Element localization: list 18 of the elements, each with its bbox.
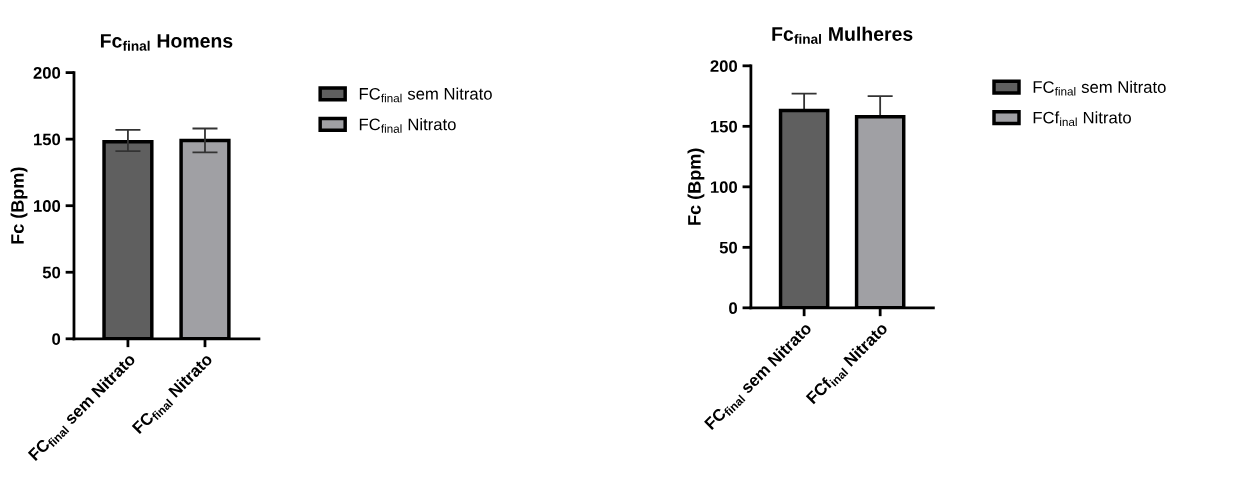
y-tick-label: 200 bbox=[33, 67, 61, 79]
y-tick-label: 150 bbox=[710, 120, 738, 133]
y-tick-label: 50 bbox=[42, 266, 61, 279]
legend-label: FCf$_{inal}$ Nitrato bbox=[1033, 111, 1131, 127]
legend-label: FC$_{final}$ Nitrato bbox=[359, 118, 456, 133]
legend-label: FC$_{final}$ sem Nitrato bbox=[359, 87, 492, 103]
chart-title: Fc$_{final}$ Homens bbox=[100, 34, 233, 51]
y-tick-label: 100 bbox=[34, 200, 61, 212]
y-tick-label: 200 bbox=[710, 60, 738, 73]
y-tick-label: 50 bbox=[719, 241, 738, 254]
y-tick-label: 0 bbox=[52, 333, 61, 345]
chart-title: Fc$_{final}$ Mulheres bbox=[772, 26, 913, 44]
y-axis-title: Fc (Bpm) bbox=[687, 148, 705, 225]
y-tick-label: 150 bbox=[34, 133, 61, 146]
y-tick-label: 0 bbox=[729, 302, 738, 315]
y-axis-title: Fc (Bpm) bbox=[10, 167, 28, 244]
legend-label: FC$_{final}$ sem Nitrato bbox=[1033, 80, 1166, 96]
y-tick-label: 100 bbox=[710, 181, 738, 194]
